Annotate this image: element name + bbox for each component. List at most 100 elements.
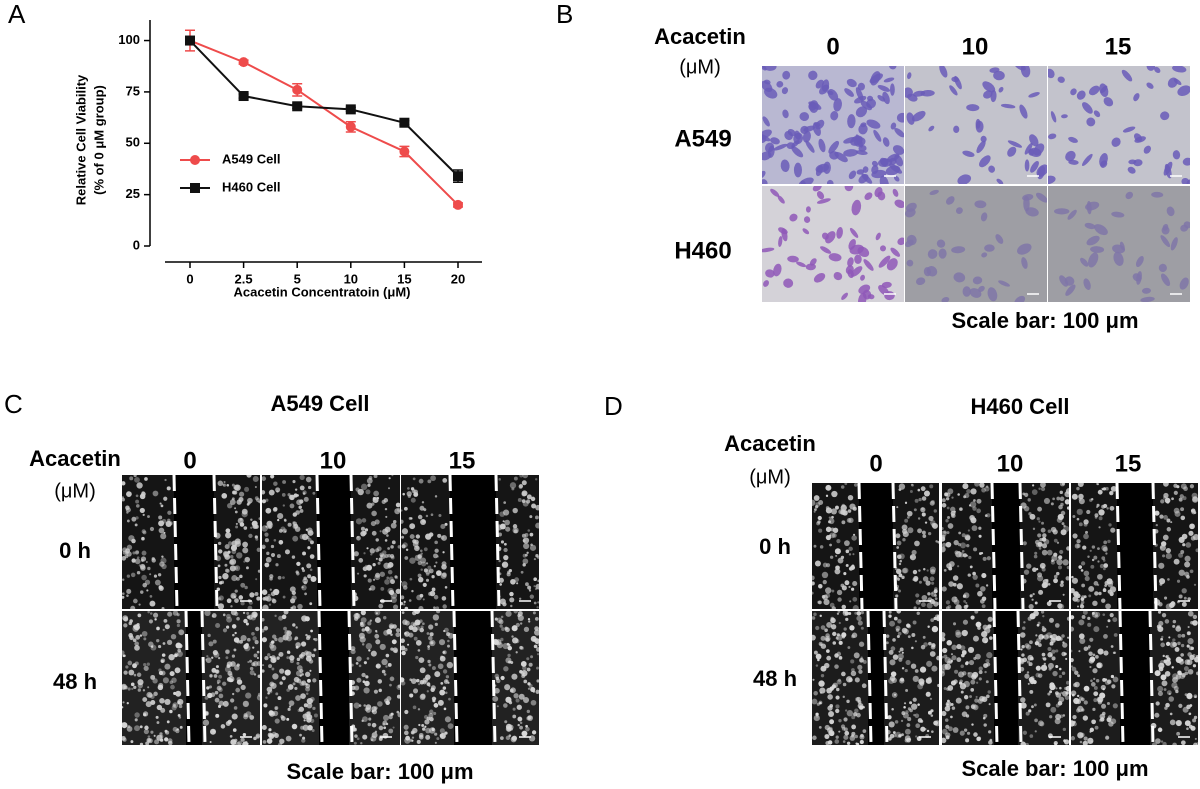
cell: [1165, 548, 1171, 554]
cell: [402, 492, 405, 496]
cell: [1165, 654, 1170, 659]
cell: [374, 574, 381, 581]
cell: [394, 575, 398, 579]
cell: [1062, 642, 1068, 648]
cell: [507, 653, 511, 658]
cell: [289, 655, 295, 661]
cell: [254, 485, 257, 489]
cell: [153, 691, 158, 697]
cell: [447, 644, 450, 648]
cell: [843, 149, 859, 157]
cell: [1182, 157, 1190, 166]
cell: [440, 681, 444, 685]
cell: [218, 657, 221, 660]
cell: [1054, 691, 1059, 695]
cell: [1014, 66, 1026, 71]
cell: [981, 631, 988, 638]
cell: [292, 535, 299, 542]
cell: [254, 592, 259, 596]
cell: [522, 563, 526, 567]
cell: [227, 503, 233, 509]
cell: [375, 538, 379, 542]
cell: [862, 660, 867, 664]
cell: [845, 617, 849, 622]
cell: [1111, 211, 1125, 218]
cell: [942, 655, 944, 659]
cell: [891, 692, 898, 698]
unit: (μM): [749, 466, 791, 488]
cell: [409, 693, 414, 698]
cell: [988, 740, 993, 745]
cell: [392, 726, 395, 729]
cell: [825, 526, 832, 533]
cell: [1160, 642, 1166, 648]
cell: [1054, 623, 1060, 628]
cell: [391, 475, 394, 477]
cell: [1157, 727, 1163, 733]
cell: [383, 726, 387, 730]
cell: [985, 584, 989, 587]
cell: [262, 664, 265, 667]
cell: [1170, 237, 1178, 251]
cell: [905, 87, 913, 98]
cell: [1092, 600, 1098, 607]
cell: [246, 566, 249, 570]
x-tick-label: 5: [294, 271, 301, 286]
cell: [1159, 544, 1166, 551]
cell: [871, 169, 887, 179]
point: [345, 121, 356, 132]
cell: [424, 719, 430, 725]
cell: [390, 712, 394, 716]
cell: [1028, 709, 1032, 713]
cell: [835, 708, 840, 714]
cell: [213, 651, 220, 658]
cell: [240, 582, 246, 588]
cell: [1038, 487, 1041, 490]
cell: [530, 699, 537, 706]
cell: [1101, 598, 1106, 603]
cell: [1089, 637, 1094, 642]
cell: [942, 542, 947, 548]
cell: [366, 628, 372, 634]
cell: [1036, 623, 1040, 627]
cell: [274, 718, 280, 724]
cell: [978, 534, 982, 538]
cell: [827, 705, 833, 711]
cell: [1081, 600, 1085, 605]
cell: [1037, 533, 1042, 538]
cell: [311, 729, 315, 733]
cell: [898, 483, 906, 490]
cell: [501, 561, 509, 568]
cell: [963, 695, 969, 700]
cell: [953, 539, 959, 546]
wound-edge: [891, 483, 898, 609]
cell: [1080, 257, 1089, 267]
cell: [253, 736, 257, 741]
cell: [384, 526, 391, 533]
cell: [898, 573, 903, 578]
cell: [893, 175, 900, 182]
cell: [1027, 498, 1031, 502]
cell: [1103, 540, 1108, 545]
cell: [837, 557, 844, 564]
cell: [903, 706, 906, 709]
cell: [416, 621, 420, 625]
cell: [247, 660, 250, 664]
cell: [155, 715, 159, 719]
cell: [1053, 740, 1058, 745]
cell: [420, 552, 423, 555]
cell: [949, 85, 958, 96]
cell: [532, 611, 536, 615]
cell: [262, 637, 268, 643]
cell: [413, 688, 419, 694]
cell: [897, 619, 902, 624]
cell: [1089, 549, 1092, 552]
cell: [145, 741, 150, 745]
cell: [404, 556, 409, 560]
cell: [224, 544, 230, 550]
cell: [962, 553, 967, 558]
y-tick-label: 100: [118, 32, 140, 47]
cell: [1076, 539, 1081, 544]
cell: [1193, 742, 1198, 745]
cell: [521, 674, 526, 679]
